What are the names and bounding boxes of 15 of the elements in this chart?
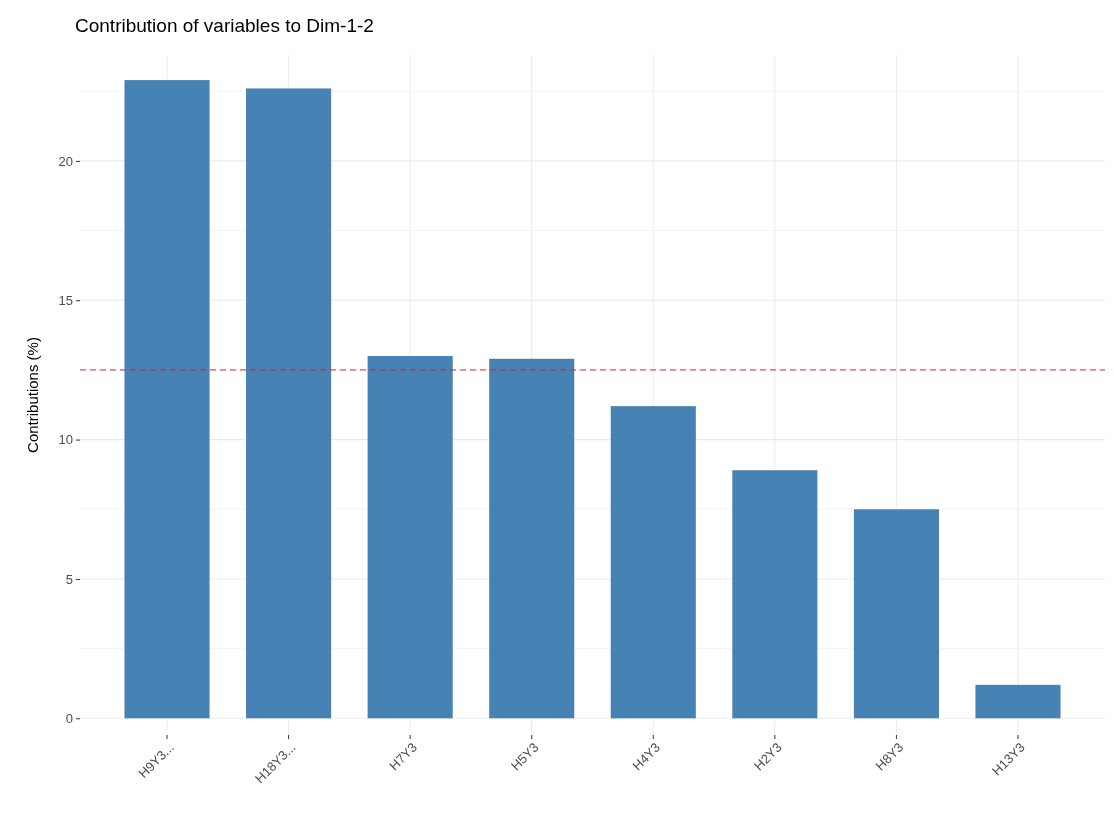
bar: [246, 88, 332, 719]
chart-title: Contribution of variables to Dim-1-2: [75, 15, 374, 36]
y-axis-title: Contributions (%): [24, 337, 41, 453]
y-tick-label: 0: [65, 710, 73, 726]
y-tick-label: 10: [58, 432, 73, 448]
bar: [975, 684, 1061, 719]
bar: [367, 355, 453, 719]
bar: [732, 470, 818, 719]
y-tick-label: 15: [58, 292, 73, 308]
bar: [610, 406, 696, 719]
bar: [853, 509, 939, 719]
bar: [124, 80, 210, 719]
bar: [489, 358, 575, 719]
y-tick-label: 20: [58, 153, 73, 169]
y-tick-label: 5: [65, 571, 73, 587]
